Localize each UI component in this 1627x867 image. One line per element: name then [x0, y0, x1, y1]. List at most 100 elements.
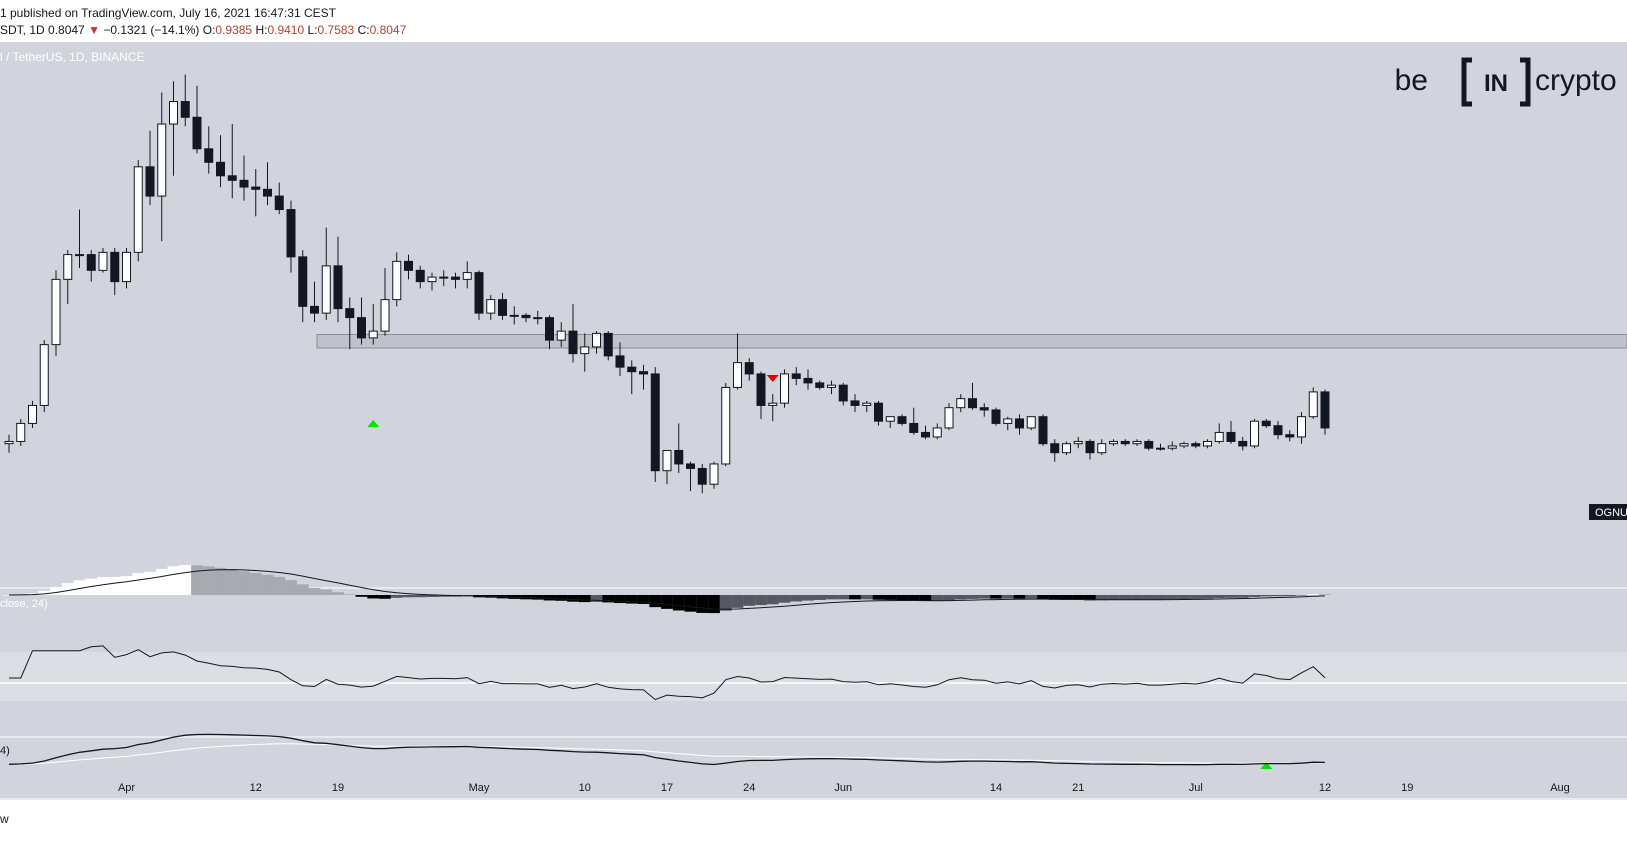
candle-down — [1144, 440, 1154, 449]
macd-histogram-bar — [191, 565, 203, 595]
macd-histogram-bar — [1142, 595, 1155, 600]
macd-histogram-bar — [1013, 595, 1026, 599]
time-tick-label: 19 — [332, 782, 344, 794]
candle-up — [439, 276, 449, 279]
candle-down — [1120, 440, 1130, 445]
macd-histogram-bar — [790, 595, 803, 602]
published-info: 1 published on TradingView.com, July 16,… — [0, 6, 336, 20]
macd-histogram-bar — [578, 595, 591, 603]
fast-line — [8, 733, 1326, 766]
macd-histogram-bar — [708, 595, 720, 614]
macd-histogram-bar — [825, 595, 838, 600]
macd-histogram-bar — [308, 588, 321, 595]
candle-down — [86, 254, 96, 271]
candle-down — [968, 398, 977, 409]
macd-histogram-bar — [943, 595, 955, 601]
macd-histogram-bar — [144, 571, 156, 595]
macd-histogram-bar — [1236, 595, 1249, 598]
macd-histogram-bar — [390, 595, 403, 598]
candle-down — [263, 188, 272, 197]
candle-up — [780, 373, 789, 404]
macd-histogram-bar — [884, 595, 897, 600]
candle-down — [251, 186, 261, 190]
price-tag-box — [1589, 504, 1627, 520]
rsi-band — [0, 652, 1627, 701]
candle-down — [357, 317, 366, 339]
last-price: 0.8047 — [48, 23, 85, 37]
candle-up — [1132, 440, 1142, 445]
macd-histogram-bar — [555, 595, 568, 601]
macd-histogram-bar — [367, 595, 380, 599]
macd-histogram-bar — [860, 595, 873, 600]
candle-down — [979, 407, 989, 411]
macd-histogram-bar — [778, 595, 791, 603]
candle-up — [592, 332, 601, 348]
candle-down — [897, 416, 907, 424]
candle-down — [568, 330, 578, 355]
macd-histogram-bar — [649, 595, 662, 608]
macd-histogram-bar — [155, 568, 168, 595]
time-tick-label: May — [469, 782, 490, 794]
candle-down — [1191, 443, 1201, 447]
macd-histogram-bar — [614, 595, 626, 604]
price-change: −0.1321 (−14.1%) — [103, 23, 200, 37]
macd-histogram-bar — [437, 595, 450, 597]
candle-down — [110, 251, 120, 283]
chart-header: 1 published on TradingView.com, July 16,… — [0, 0, 1627, 42]
candle-up — [827, 384, 836, 388]
macd-histogram-bar — [696, 595, 709, 613]
candle-up — [16, 422, 26, 442]
macd-histogram-bar — [273, 576, 286, 595]
macd-histogram-bar — [766, 595, 779, 605]
candle-up — [662, 449, 672, 472]
candle-down — [639, 371, 648, 375]
candle-down — [815, 382, 825, 388]
candle-up — [556, 330, 566, 341]
macd-histogram-bar — [1260, 595, 1273, 597]
candle-up — [1167, 445, 1177, 449]
candle-down — [286, 209, 296, 258]
candle-up — [733, 362, 742, 388]
macd-histogram-bar — [896, 595, 908, 601]
candle-down — [310, 305, 319, 314]
macd-histogram-bar — [719, 595, 732, 611]
close-label: C: — [357, 23, 370, 37]
candle-up — [721, 386, 731, 465]
candle-up — [75, 254, 84, 257]
candle-down — [204, 148, 214, 163]
low-label: L: — [307, 23, 318, 37]
macd-histogram-bar — [1084, 595, 1096, 601]
candle-down — [1285, 434, 1295, 438]
macd-histogram-bar — [755, 595, 767, 606]
macd-histogram-bar — [249, 572, 262, 595]
macd-histogram-bar — [1107, 595, 1120, 601]
logo-text-in: IN — [1484, 70, 1508, 97]
candle-down — [474, 272, 484, 314]
candle-down — [298, 256, 308, 307]
macd-histogram-bar — [1178, 595, 1190, 600]
candle-up — [63, 254, 73, 280]
macd-histogram-bar — [1072, 595, 1085, 600]
stochastic-label: 4) — [0, 745, 10, 757]
price-tag-text: OGNU — [1595, 507, 1627, 519]
macd-histogram-bar — [261, 574, 274, 595]
time-tick-label: 12 — [250, 782, 262, 794]
bullish-marker-icon — [367, 420, 380, 427]
price-chart[interactable]: l / TetherUS, 1D, BINANCE be IN crypto O… — [0, 42, 1627, 800]
macd-histogram-bar — [837, 595, 850, 600]
candle-up — [133, 166, 143, 253]
macd-histogram-bar — [813, 595, 826, 600]
candle-up — [862, 402, 872, 406]
macd-histogram-bar — [849, 595, 861, 600]
macd-histogram-bar — [97, 577, 109, 595]
macd-histogram-bar — [1048, 595, 1061, 600]
macd-histogram-bar — [1213, 595, 1226, 599]
macd-histogram-bar — [1248, 595, 1261, 597]
macd-histogram-bar — [379, 595, 391, 599]
candle-down — [545, 317, 554, 341]
macd-histogram-bar — [296, 584, 309, 595]
candle-down — [415, 269, 425, 283]
open-label: O: — [202, 23, 216, 37]
candle-down — [145, 166, 155, 197]
candle-up — [533, 317, 543, 320]
